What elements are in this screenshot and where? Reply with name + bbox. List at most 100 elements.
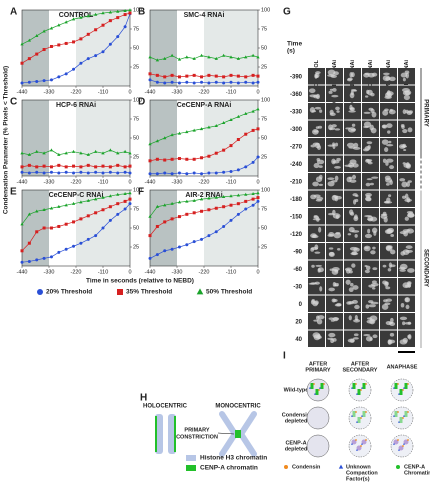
marker [398, 420, 400, 423]
image-tile [326, 103, 343, 120]
y-tick-label: 50 [133, 45, 139, 51]
marker [101, 23, 105, 27]
chromatin [364, 215, 373, 218]
chromatin [389, 332, 395, 337]
marker [20, 81, 24, 85]
marker [128, 151, 132, 155]
marker [108, 10, 113, 14]
marker [42, 79, 46, 83]
marker [79, 241, 83, 245]
marker [222, 81, 226, 85]
marker [123, 199, 127, 203]
marker [229, 55, 233, 59]
chromatin [313, 194, 321, 198]
marker [49, 78, 53, 82]
marker [79, 170, 83, 174]
marker [116, 35, 120, 39]
marker [79, 200, 83, 204]
chromatin [398, 144, 406, 149]
chromatin [351, 299, 358, 304]
image-tile [362, 103, 379, 120]
chromatin [387, 130, 391, 134]
chromatin [407, 321, 412, 325]
chromatin [313, 130, 319, 133]
chromatin [372, 246, 376, 250]
chromosome [352, 411, 356, 417]
marker [93, 197, 98, 201]
chromatin [319, 286, 323, 292]
chromatin [316, 217, 320, 222]
marker [79, 37, 83, 41]
chromatin [318, 165, 323, 168]
marker [229, 144, 233, 148]
marker [148, 159, 152, 163]
chromatin [332, 299, 338, 303]
marker [177, 171, 181, 175]
marker [163, 75, 167, 79]
marker [108, 165, 112, 169]
chromatin [371, 111, 377, 118]
chromatin [309, 94, 317, 98]
series-line [149, 108, 259, 145]
marker [229, 194, 233, 198]
marker [403, 386, 405, 389]
marker [64, 165, 68, 169]
chromatin [363, 334, 371, 337]
chromatin [331, 180, 338, 183]
chromatin [404, 198, 412, 202]
chromatin [385, 281, 389, 286]
chromatin [311, 235, 319, 239]
chromatin [369, 337, 373, 341]
x-tick-label: -110 [98, 269, 109, 275]
y-tick-label: 100 [133, 187, 142, 193]
marker [338, 464, 344, 469]
chromatin [336, 110, 340, 113]
chromatin [336, 302, 342, 307]
chromatin [352, 193, 358, 197]
image-tile [308, 260, 325, 277]
marker [185, 74, 189, 78]
row-label: Wild-type [284, 387, 309, 393]
chromatin [407, 281, 412, 288]
marker [64, 170, 68, 174]
series-line [21, 13, 131, 84]
series-line [21, 171, 131, 174]
marker [185, 212, 189, 216]
chromatin [366, 141, 373, 145]
panel-letter: D [138, 97, 145, 108]
marker [86, 214, 90, 218]
chromatin [383, 72, 390, 76]
time-tick-label: -300 [290, 127, 303, 133]
chromosome [362, 383, 366, 389]
marker [319, 386, 321, 389]
chromatin [316, 196, 324, 201]
x-tick-label: -440 [16, 269, 27, 275]
marker [86, 163, 90, 167]
x-tick-label: -220 [70, 179, 81, 185]
chromatin [348, 315, 352, 321]
chromatin [366, 218, 374, 221]
marker [93, 12, 98, 16]
time-tick-label: -390 [290, 74, 303, 80]
x-tick-label: -220 [198, 269, 209, 275]
marker [108, 170, 112, 174]
marker [170, 157, 174, 161]
chromatin [382, 75, 391, 82]
condensin [402, 445, 404, 447]
marker [123, 13, 127, 17]
chromatin [383, 299, 388, 303]
condensin [365, 383, 367, 385]
chromatin [315, 71, 321, 75]
y-tick-label: 100 [261, 187, 270, 193]
marker [251, 73, 255, 77]
marker [163, 171, 167, 175]
chromatin [353, 319, 361, 323]
chromosome [362, 411, 366, 417]
marker [256, 199, 260, 203]
row-label: depleted [285, 418, 308, 424]
chromatin [352, 337, 359, 340]
image-tile [398, 120, 415, 137]
marker [170, 53, 174, 57]
y-tick-label: 50 [133, 135, 139, 141]
